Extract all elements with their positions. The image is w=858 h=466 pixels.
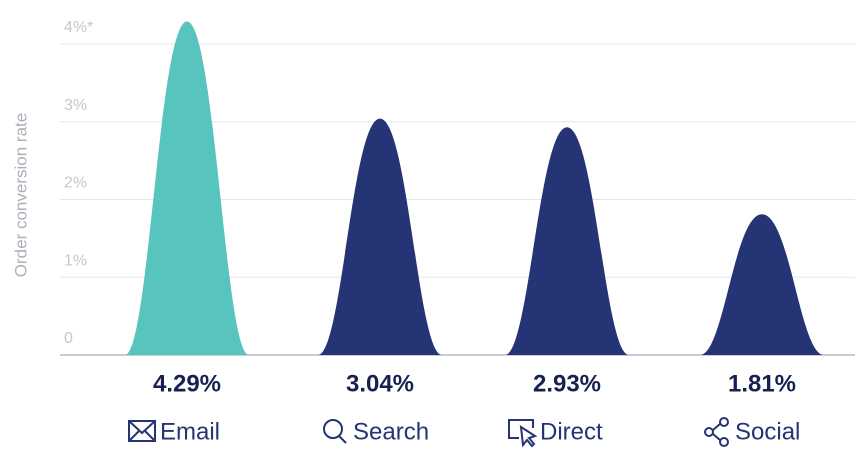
y-tick-label: 0 <box>64 330 73 347</box>
x-tick-label: Search <box>353 418 429 445</box>
value-label: 3.04% <box>346 370 414 397</box>
x-tick-label: Direct <box>540 418 603 445</box>
value-label: 1.81% <box>728 370 796 397</box>
category-icon <box>508 419 538 448</box>
y-tick-label: 2% <box>64 175 87 192</box>
x-tick-label: Email <box>160 418 220 445</box>
category-icon <box>323 419 347 444</box>
y-tick-label: 4%* <box>64 19 93 36</box>
bell <box>125 21 249 355</box>
category-icon <box>704 417 729 447</box>
bell <box>505 127 629 355</box>
bell <box>700 214 824 355</box>
y-axis-title: Order conversion rate <box>11 113 30 277</box>
bell <box>318 118 442 355</box>
x-tick-label: Social <box>735 418 800 445</box>
value-label: 4.29% <box>153 370 221 397</box>
y-tick-label: 1% <box>64 252 87 269</box>
value-label: 2.93% <box>533 370 601 397</box>
category-icon <box>128 420 156 442</box>
y-tick-label: 3% <box>64 97 87 114</box>
